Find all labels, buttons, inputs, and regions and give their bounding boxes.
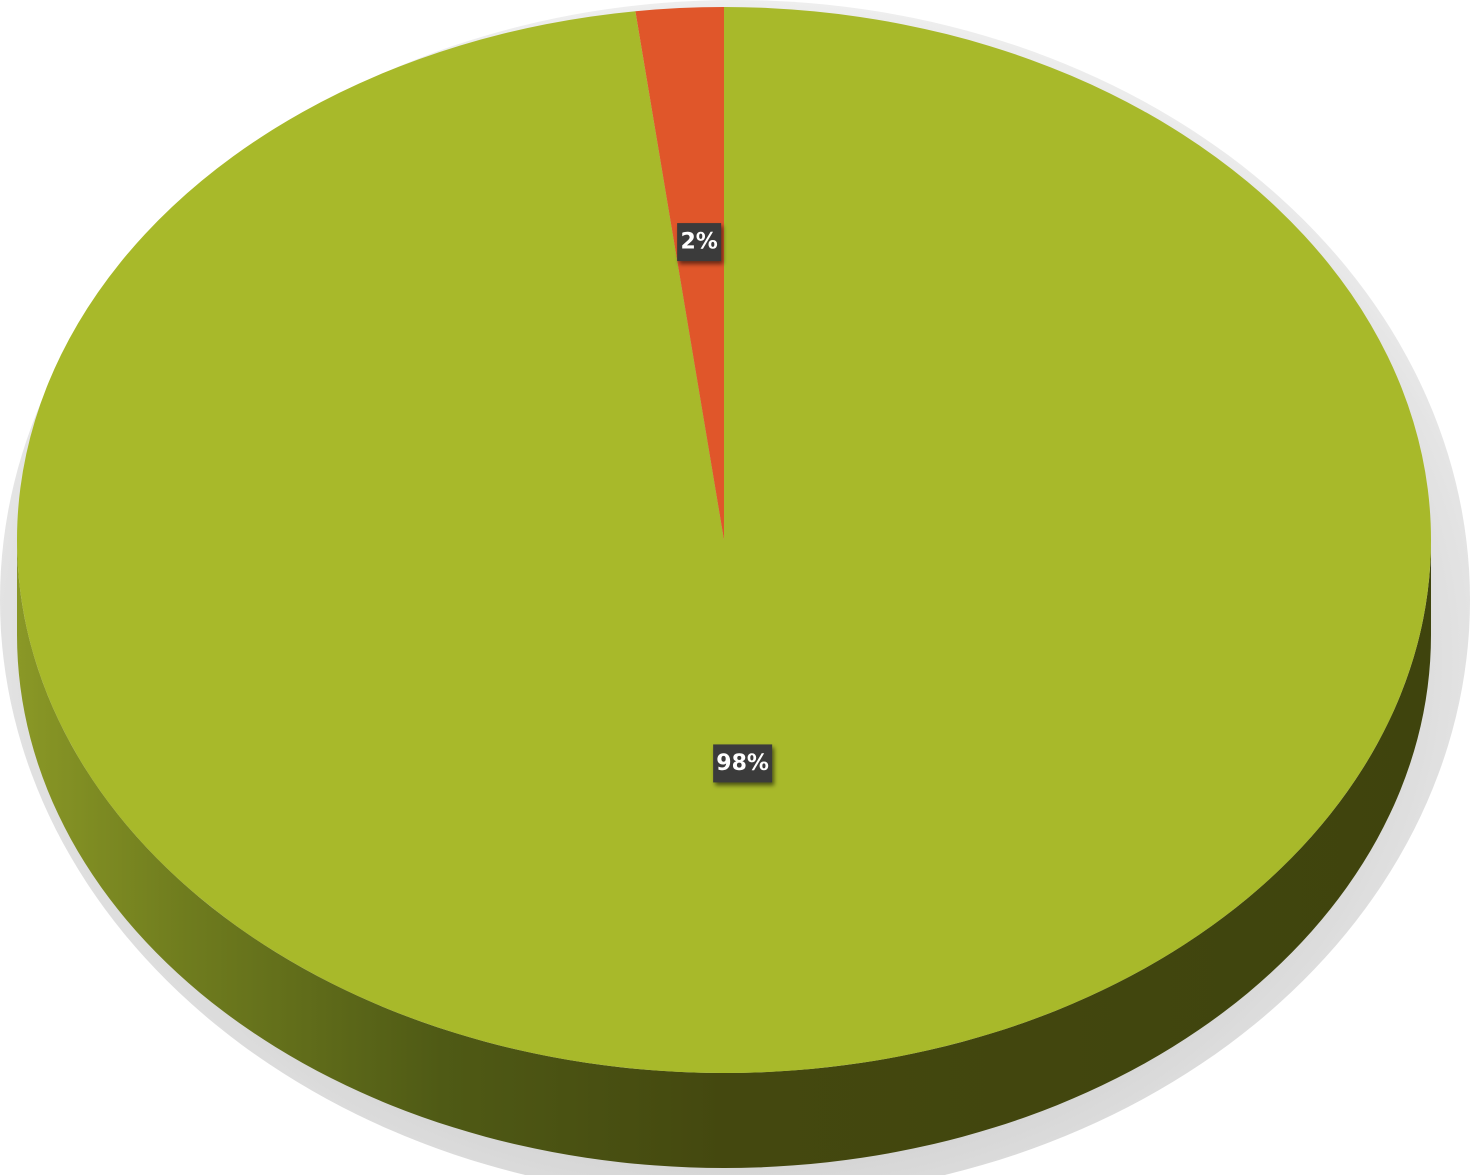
data-label-text: 2% xyxy=(680,230,717,255)
data-label-box xyxy=(713,744,773,783)
data-label-98pct: 98% xyxy=(713,744,773,783)
data-label-2pct: 2% xyxy=(677,223,722,262)
data-label-box xyxy=(677,223,722,262)
pie-slice-98pct xyxy=(16,7,1432,1074)
pie-slices xyxy=(16,7,1432,1074)
pie-slice-2pct xyxy=(635,7,724,540)
data-label-text: 98% xyxy=(716,751,769,776)
pie-side-wall xyxy=(17,540,1431,1168)
pie-data-labels: 98% 2% xyxy=(677,223,773,783)
pie-side-wall-shape xyxy=(17,540,1431,1168)
